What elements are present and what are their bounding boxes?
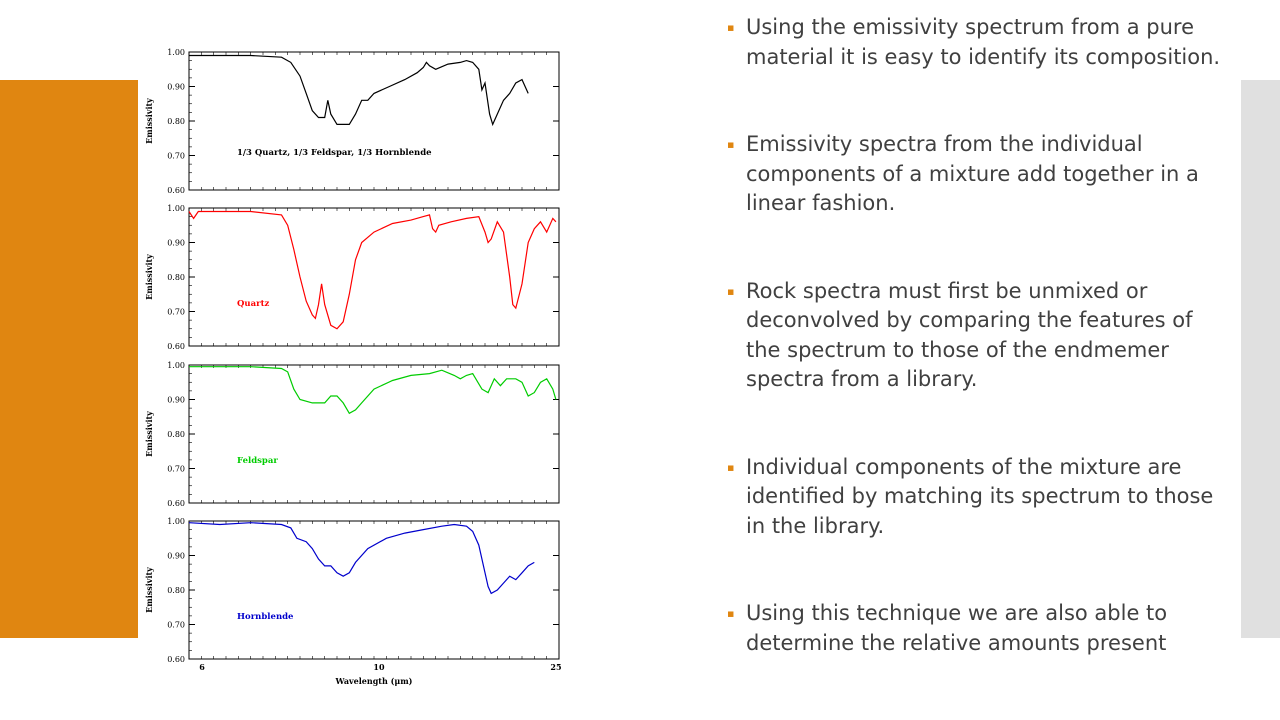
panel-frame <box>188 520 560 660</box>
series-label: Feldspar <box>237 456 278 466</box>
series-label: Hornblende <box>237 612 294 622</box>
y-tick-label: 0.90 <box>167 239 185 248</box>
bullet-item: Using this technique we are also able to… <box>727 599 1232 658</box>
bullet-item: Emissivity spectra from the individual c… <box>727 130 1232 219</box>
panel-frame <box>188 51 560 191</box>
bullet-list: Using the emissivity spectrum from a pur… <box>727 13 1232 716</box>
y-tick-label: 0.90 <box>167 83 185 92</box>
y-tick-label: 0.70 <box>167 308 185 317</box>
x-axis-label: Wavelength (μm) <box>335 676 413 686</box>
y-tick-label: 0.80 <box>167 586 185 595</box>
y-tick-label: 0.80 <box>167 117 185 126</box>
series-line <box>188 210 557 330</box>
series-line <box>189 366 557 415</box>
y-tick-label: 1.00 <box>167 361 185 370</box>
series-label: 1/3 Quartz, 1/3 Feldspar, 1/3 Hornblende <box>237 148 432 158</box>
side-panel <box>1241 80 1280 638</box>
x-tick-label: 10 <box>373 662 385 672</box>
y-axis-label: Emissivity <box>144 411 154 457</box>
panel-frame <box>188 364 560 504</box>
y-tick-label: 1.00 <box>167 48 185 57</box>
y-tick-label: 1.00 <box>167 204 185 213</box>
y-tick-label: 0.70 <box>167 465 185 474</box>
accent-bar <box>0 80 138 638</box>
y-tick-label: 0.60 <box>167 342 185 351</box>
y-tick-label: 0.60 <box>167 499 185 508</box>
y-axis-label: Emissivity <box>144 98 154 144</box>
series-line <box>189 54 529 127</box>
y-tick-label: 0.60 <box>167 186 185 195</box>
y-tick-label: 0.70 <box>167 152 185 161</box>
y-tick-label: 0.80 <box>167 430 185 439</box>
emissivity-spectra-figure: 1.00 0.90 0.80 0.70 0.60 Emissivity 1/3 Quartz… <box>144 48 562 686</box>
x-tick-label: 6 <box>199 662 205 672</box>
x-tick-label: 25 <box>550 662 561 672</box>
y-tick-label: 0.60 <box>167 655 185 664</box>
bullet-item: Rock spectra must first be unmixed or de… <box>727 277 1232 395</box>
y-tick-label: 0.90 <box>167 552 185 561</box>
panel-frame <box>188 207 560 347</box>
bullet-item: Using the emissivity spectrum from a pur… <box>727 13 1232 72</box>
y-axis-label: Emissivity <box>144 254 154 300</box>
series-line <box>188 522 535 595</box>
y-tick-label: 0.90 <box>167 396 185 405</box>
y-tick-label: 0.80 <box>167 273 185 282</box>
y-tick-label: 1.00 <box>167 517 185 526</box>
y-axis-label: Emissivity <box>144 567 154 613</box>
bullet-item: Individual components of the mixture are… <box>727 453 1232 542</box>
y-tick-label: 0.70 <box>167 621 185 630</box>
series-label: Quartz <box>237 299 269 309</box>
